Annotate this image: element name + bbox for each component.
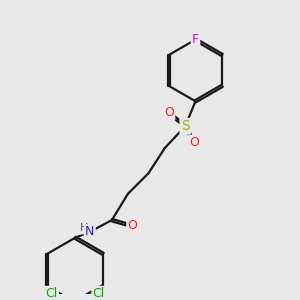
Text: O: O <box>189 136 199 149</box>
Text: O: O <box>164 106 174 119</box>
Text: O: O <box>128 220 137 232</box>
Text: N: N <box>85 225 94 239</box>
Text: S: S <box>181 119 190 133</box>
Text: H: H <box>80 223 89 233</box>
Text: Cl: Cl <box>46 287 58 300</box>
Text: Cl: Cl <box>93 287 105 300</box>
Text: F: F <box>192 33 199 46</box>
